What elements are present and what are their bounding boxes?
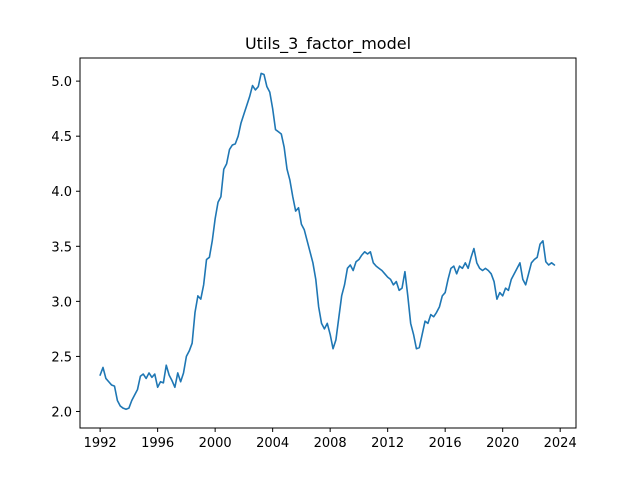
- y-tick-label: 5.0: [51, 75, 72, 90]
- x-tick-label: 1996: [141, 436, 174, 451]
- x-tick-label: 2000: [199, 436, 232, 451]
- y-axis: 2.0 2.5 3.0 3.5 4.0 4.5 5.0: [51, 75, 80, 420]
- plot-frame: [79, 57, 577, 429]
- y-tick-label: 2.5: [51, 350, 72, 365]
- chart-title: Utils_3_factor_model: [245, 34, 411, 54]
- x-tick-label: 1992: [84, 436, 117, 451]
- plot-area: [99, 72, 556, 411]
- x-tick-label: 2016: [429, 436, 462, 451]
- x-tick-label: 2008: [314, 436, 347, 451]
- x-tick-label: 2024: [544, 436, 577, 451]
- x-axis: 1992 1996 2000 2004 2008 2012 2016 2020 2024: [84, 428, 577, 451]
- series-line-0: [99, 72, 556, 411]
- x-tick-label: 2020: [486, 436, 519, 451]
- x-tick-label: 2012: [371, 436, 404, 451]
- x-tick-label: 2004: [256, 436, 289, 451]
- y-tick-label: 3.0: [51, 295, 72, 310]
- y-tick-label: 2.0: [51, 405, 72, 420]
- y-tick-label: 4.0: [51, 185, 72, 200]
- y-tick-label: 4.5: [51, 130, 72, 145]
- y-tick-label: 3.5: [51, 240, 72, 255]
